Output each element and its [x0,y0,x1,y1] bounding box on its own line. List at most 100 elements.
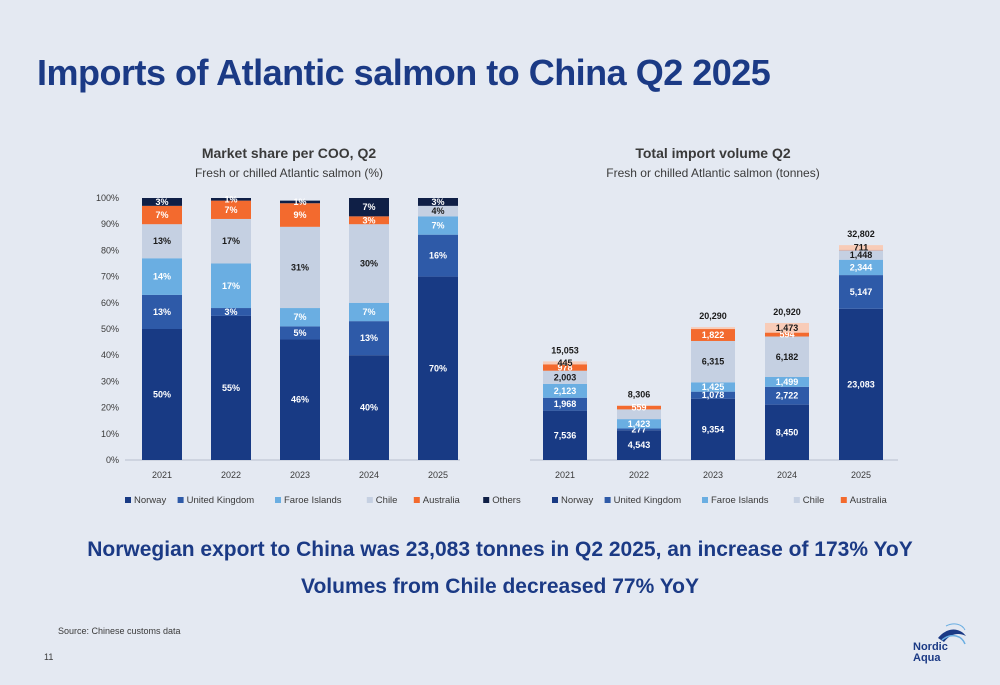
segment-label: 1,968 [554,399,577,409]
bar-segment-chile [543,370,587,384]
bar-segment-norway [142,329,182,460]
segment-label: 1,078 [702,390,725,400]
segment-label: 2,123 [554,386,577,396]
bar-segment-chile [349,224,389,303]
segment-label: 70% [429,363,447,373]
bar-segment-chile [839,250,883,260]
legend-label-united-kingdom: United Kingdom [614,495,682,506]
bar-segment-others [765,322,809,333]
x-tick-label: 2022 [221,470,241,480]
y-tick-label: 30% [101,376,119,386]
segment-label: 4,543 [628,440,651,450]
page-title: Imports of Atlantic salmon to China Q2 2… [37,52,771,93]
legend-swatch-united-kingdom [604,497,611,503]
bar-segment-others [142,198,182,206]
legend-label-australia: Australia [423,495,461,506]
bar-segment-norway [211,315,251,460]
bar-segment-australia [543,364,587,371]
chart-legend: Norway United Kingdom Faroe Islands Chile Au… [125,495,521,506]
segment-label: 277 [631,424,646,434]
legend-label-united-kingdom: United Kingdom [187,495,255,506]
headline-norway: Norwegian export to China was 23,083 ton… [87,538,913,561]
y-tick-label: 60% [101,298,119,308]
segment-label: 7% [155,210,168,220]
bar-segment-others [418,198,458,206]
bar-segment-united-kingdom [418,234,458,277]
chart-subtitle: Fresh or chilled Atlantic salmon (%) [195,166,383,180]
bar-segment-chile [691,340,735,383]
legend-label-chile: Chile [803,495,825,506]
segment-label: 1,822 [702,330,725,340]
segment-label: 46% [291,395,309,405]
segment-label: 1,499 [776,377,799,387]
nordic-aqua-logo-icon [938,623,966,645]
legend-swatch-norway [125,497,131,503]
segment-label: 1,448 [850,250,873,260]
x-tick-label: 2024 [777,470,797,480]
segment-label: 4% [431,206,444,216]
legend-swatch-chile [793,497,800,503]
bar-segment-united-kingdom [349,321,389,356]
segment-label: 17% [222,281,240,291]
legend-label-faroe-islands: Faroe Islands [284,495,342,506]
segment-label: 1,423 [628,419,651,429]
bar-segment-chile [617,409,661,420]
bar-segment-faroe-islands [691,382,735,392]
x-tick-label: 2021 [555,470,575,480]
segment-label: 7,536 [554,430,577,440]
segment-label: 711 [854,242,869,252]
legend-swatch-chile [366,497,373,503]
y-tick-label: 20% [101,403,119,413]
segment-label: 2,344 [850,262,873,272]
bar-segment-chile [211,218,251,264]
legend-swatch-australia [413,497,420,503]
legend-label-norway: Norway [134,495,166,506]
x-tick-label: 2023 [703,470,723,480]
segment-label: 7% [224,205,237,215]
segment-label: 594 [779,330,794,340]
legend-label-faroe-islands: Faroe Islands [711,495,769,506]
source-note: Source: Chinese customs data [58,626,181,636]
segment-label: 5% [293,328,306,338]
segment-label: 3% [362,215,375,225]
x-tick-label: 2025 [851,470,871,480]
segment-label: 3% [431,197,444,207]
segment-label: 6,182 [776,352,799,362]
segment-label: 16% [429,251,447,261]
bar-segment-norway [617,430,661,460]
segment-label: 6,315 [702,357,725,367]
legend-swatch-others [483,497,490,503]
legend-label-chile: Chile [376,495,398,506]
bar-segment-faroe-islands [142,258,182,295]
legend-swatch-faroe-islands [275,497,281,503]
segment-label: 14% [153,272,171,282]
segment-label: 1,425 [702,382,725,392]
segment-label: 1,473 [776,323,799,333]
bar-segment-faroe-islands [280,308,320,327]
segment-label: 30% [360,259,378,269]
bar-segment-norway [418,276,458,460]
y-tick-label: 100% [96,193,119,203]
bar-segment-faroe-islands [349,302,389,322]
segment-label: 55% [222,383,240,393]
bar-segment-norway [349,355,389,460]
x-axis: 2021 2022 2023 2024 2025 [555,470,871,480]
segment-label: 23,083 [847,379,875,389]
bar-segment-norway [280,339,320,460]
bar-segment-norway [765,404,809,460]
legend-swatch-norway [552,497,558,503]
segment-label: 978 [557,363,572,373]
bar-segment-faroe-islands [617,419,661,429]
x-axis: 2021 2022 2023 2024 2025 [152,470,448,480]
logo-line-1: Nordic [913,641,948,653]
total-label: 32,802 [847,229,875,239]
x-tick-label: 2021 [152,470,172,480]
segment-label: 7% [362,307,375,317]
page-number: 11 [44,652,54,662]
bar-segment-australia [280,203,320,227]
bar-segment-united-kingdom [142,294,182,329]
segment-label: 559 [631,403,646,413]
bar-segment-australia [349,216,389,225]
bar-segment-australia [691,329,735,341]
